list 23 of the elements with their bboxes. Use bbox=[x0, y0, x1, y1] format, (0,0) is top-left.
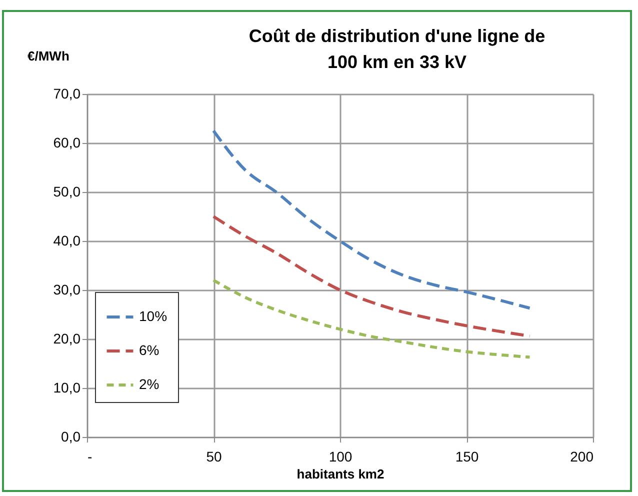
y-tick-label: 40,0 bbox=[53, 232, 81, 248]
y-tick-label: 10,0 bbox=[53, 380, 81, 396]
y-tick-label: 70,0 bbox=[53, 86, 81, 102]
y-tick-label: 20,0 bbox=[53, 330, 81, 346]
legend-label: 6% bbox=[139, 342, 160, 358]
x-tick-label: - bbox=[88, 448, 92, 464]
y-axis-title: €/MWh bbox=[28, 48, 70, 64]
x-tick-label: 150 bbox=[455, 448, 479, 464]
legend-label: 2% bbox=[139, 376, 160, 392]
legend-label: 10% bbox=[139, 308, 168, 324]
x-tick-label: 200 bbox=[570, 448, 594, 464]
line-series bbox=[212, 129, 532, 310]
y-tick-label: 50,0 bbox=[53, 184, 81, 200]
x-tick-label: 50 bbox=[206, 448, 222, 464]
y-tick-label: 60,0 bbox=[53, 134, 81, 150]
text: Coût de distribution d'une ligne de bbox=[248, 26, 546, 46]
x-tick-label: 100 bbox=[328, 448, 352, 464]
line-series bbox=[212, 215, 532, 338]
text: 100 km en 33 kV bbox=[327, 52, 467, 72]
y-tick-label: 0,0 bbox=[61, 428, 81, 444]
y-tick-label: 30,0 bbox=[53, 282, 81, 298]
x-axis-title: habitants km2 bbox=[296, 466, 384, 482]
line-series bbox=[212, 278, 532, 359]
